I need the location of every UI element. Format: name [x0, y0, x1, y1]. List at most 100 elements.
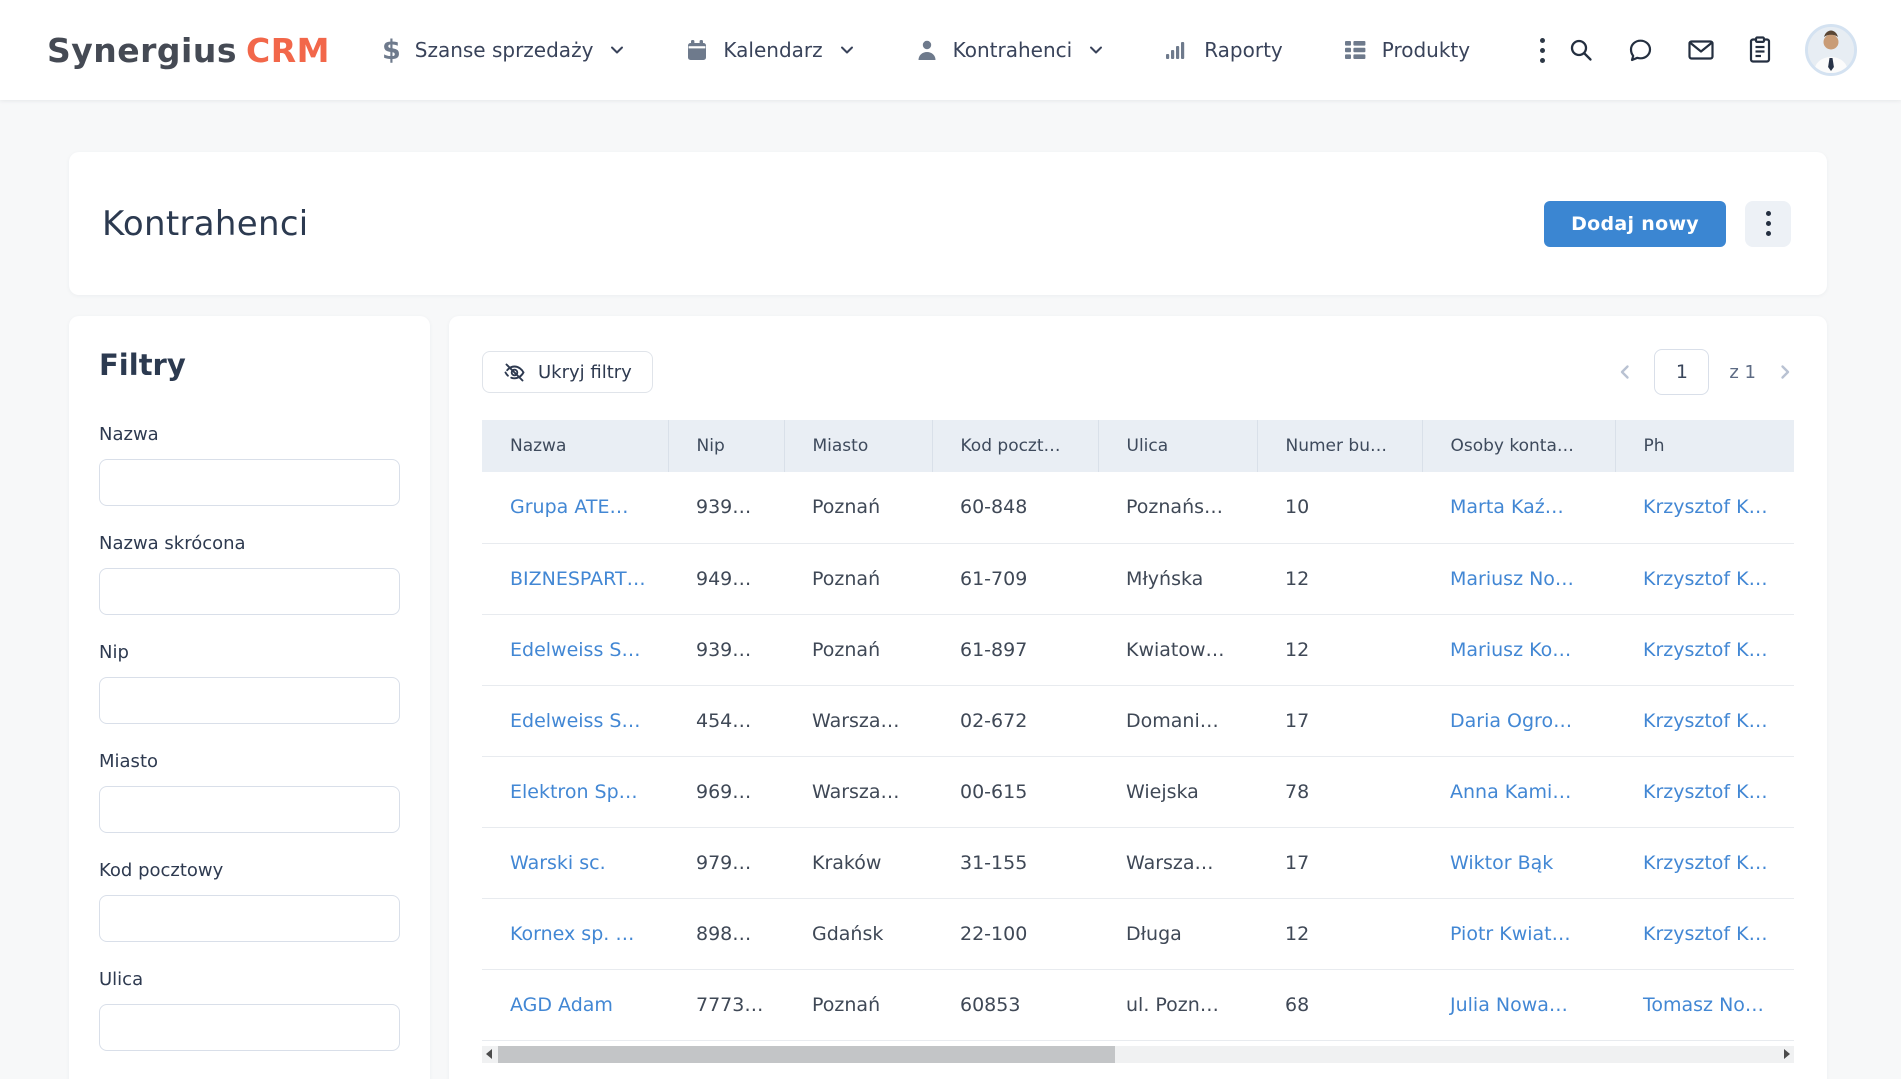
cell-link[interactable]: Wiktor Bąk [1450, 852, 1553, 874]
table-cell: Gdańsk [784, 898, 932, 969]
cell-link[interactable]: Krzysztof K… [1643, 568, 1768, 590]
page-count-label: z 1 [1729, 362, 1756, 383]
column-header-numer-budynku[interactable]: Numer bu… [1257, 420, 1422, 472]
page-kebab-menu-icon[interactable] [1745, 201, 1791, 247]
page-title: Kontrahenci [102, 204, 309, 244]
table-cell[interactable]: Anna Kami… [1422, 756, 1615, 827]
filter-input-miasto[interactable] [99, 786, 400, 833]
table-cell[interactable]: Julia Nowa… [1422, 969, 1615, 1040]
menu-item-kontrahenci[interactable]: Kontrahenci [915, 38, 1105, 62]
user-avatar[interactable] [1805, 24, 1857, 76]
filter-input-nip[interactable] [99, 677, 400, 724]
table-cell[interactable]: Krzysztof K… [1615, 543, 1794, 614]
cell-link[interactable]: Anna Kami… [1450, 781, 1571, 803]
cell-link[interactable]: Krzysztof K… [1643, 710, 1768, 732]
chevron-right-icon[interactable] [1776, 363, 1794, 381]
column-header-ph[interactable]: Ph [1615, 420, 1794, 472]
clipboard-icon[interactable] [1748, 36, 1772, 64]
table-cell[interactable]: Wiktor Bąk [1422, 827, 1615, 898]
filter-input-kod-pocztowy[interactable] [99, 895, 400, 942]
cell-link[interactable]: BIZNESPART… [510, 568, 646, 590]
table-cell[interactable]: Krzysztof K… [1615, 756, 1794, 827]
filter-label-nip: Nip [99, 642, 400, 663]
add-new-button[interactable]: Dodaj nowy [1544, 201, 1726, 247]
cell-link[interactable]: Grupa ATE… [510, 496, 628, 518]
cell-link[interactable]: Mariusz No… [1450, 568, 1574, 590]
cell-link[interactable]: Warski sc. [510, 852, 606, 874]
column-header-miasto[interactable]: Miasto [784, 420, 932, 472]
column-header-nazwa[interactable]: Nazwa [482, 420, 668, 472]
cell-link[interactable]: Krzysztof K… [1643, 781, 1768, 803]
column-header-nip[interactable]: Nip [668, 420, 784, 472]
scroll-left-arrow-icon[interactable] [482, 1046, 496, 1063]
horizontal-scrollbar[interactable] [482, 1046, 1794, 1063]
menu-item-produkty[interactable]: Produkty [1343, 38, 1470, 62]
dollar-icon: $ [382, 35, 401, 66]
table-cell[interactable]: AGD Adam [482, 969, 668, 1040]
chat-icon[interactable] [1627, 37, 1654, 64]
table-cell[interactable]: Mariusz Ko… [1422, 614, 1615, 685]
app-logo[interactable]: SynergiusCRM [47, 31, 330, 70]
table-cell[interactable]: Warski sc. [482, 827, 668, 898]
top-navbar: SynergiusCRM $ Szanse sprzedaży Kalendar… [0, 0, 1901, 100]
cell-link[interactable]: Krzysztof K… [1643, 852, 1768, 874]
table-cell[interactable]: Edelweiss S… [482, 685, 668, 756]
cell-link[interactable]: Elektron Sp… [510, 781, 638, 803]
table-cell[interactable]: Krzysztof K… [1615, 898, 1794, 969]
chevron-left-icon[interactable] [1616, 363, 1634, 381]
table-cell[interactable]: BIZNESPART… [482, 543, 668, 614]
table-cell: Domani… [1098, 685, 1257, 756]
table-cell[interactable]: Grupa ATE… [482, 472, 668, 543]
cell-link[interactable]: Tomasz No… [1643, 994, 1764, 1016]
mail-icon[interactable] [1687, 38, 1715, 62]
table-cell: Poznańs… [1098, 472, 1257, 543]
cell-link[interactable]: Marta Kaź… [1450, 496, 1564, 518]
table-cell[interactable]: Krzysztof K… [1615, 472, 1794, 543]
table-cell[interactable]: Krzysztof K… [1615, 614, 1794, 685]
table-cell[interactable]: Tomasz No… [1615, 969, 1794, 1040]
filter-input-ulica[interactable] [99, 1004, 400, 1051]
table-cell: 31-155 [932, 827, 1098, 898]
filter-input-nazwa[interactable] [99, 459, 400, 506]
contractors-table-card: Ukryj filtry z 1 Nazwa Nip Miasto [449, 316, 1827, 1079]
cell-link[interactable]: Krzysztof K… [1643, 923, 1768, 945]
filter-input-nazwa-skrocona[interactable] [99, 568, 400, 615]
cell-link[interactable]: Julia Nowa… [1450, 994, 1568, 1016]
menu-item-kalendarz[interactable]: Kalendarz [685, 38, 854, 62]
more-menu-kebab-icon[interactable] [1530, 32, 1555, 69]
table-cell[interactable]: Piotr Kwiat… [1422, 898, 1615, 969]
cell-link[interactable]: Piotr Kwiat… [1450, 923, 1571, 945]
logo-text-synergius: Synergius [47, 31, 237, 70]
cell-link[interactable]: Krzysztof K… [1643, 496, 1768, 518]
cell-link[interactable]: Mariusz Ko… [1450, 639, 1571, 661]
table-cell[interactable]: Elektron Sp… [482, 756, 668, 827]
cell-link[interactable]: Edelweiss S… [510, 639, 640, 661]
table-cell[interactable]: Kornex sp. … [482, 898, 668, 969]
search-icon[interactable] [1568, 37, 1594, 63]
menu-item-szanse-sprzedazy[interactable]: $ Szanse sprzedaży [382, 35, 625, 66]
navbar-right-icons [1568, 24, 1857, 76]
table-cell[interactable]: Marta Kaź… [1422, 472, 1615, 543]
bar-chart-icon [1164, 38, 1190, 62]
cell-link[interactable]: Krzysztof K… [1643, 639, 1768, 661]
column-header-osoby-kontaktowe[interactable]: Osoby konta… [1422, 420, 1615, 472]
hide-filters-button[interactable]: Ukryj filtry [482, 351, 653, 393]
filter-label-ulica: Ulica [99, 969, 400, 990]
column-header-ulica[interactable]: Ulica [1098, 420, 1257, 472]
table-header-row: Nazwa Nip Miasto Kod poczt… Ulica Numer … [482, 420, 1794, 472]
table-cell[interactable]: Krzysztof K… [1615, 827, 1794, 898]
column-header-kod-pocztowy[interactable]: Kod poczt… [932, 420, 1098, 472]
menu-item-raporty[interactable]: Raporty [1164, 38, 1283, 62]
eye-off-icon [503, 361, 526, 384]
cell-link[interactable]: Daria Ogro… [1450, 710, 1572, 732]
scrollbar-thumb[interactable] [498, 1046, 1115, 1063]
cell-link[interactable]: AGD Adam [510, 994, 613, 1016]
cell-link[interactable]: Edelweiss S… [510, 710, 640, 732]
cell-link[interactable]: Kornex sp. … [510, 923, 634, 945]
page-number-input[interactable] [1654, 349, 1709, 395]
table-cell[interactable]: Krzysztof K… [1615, 685, 1794, 756]
table-cell[interactable]: Edelweiss S… [482, 614, 668, 685]
table-cell[interactable]: Daria Ogro… [1422, 685, 1615, 756]
scroll-right-arrow-icon[interactable] [1780, 1046, 1794, 1063]
table-cell[interactable]: Mariusz No… [1422, 543, 1615, 614]
